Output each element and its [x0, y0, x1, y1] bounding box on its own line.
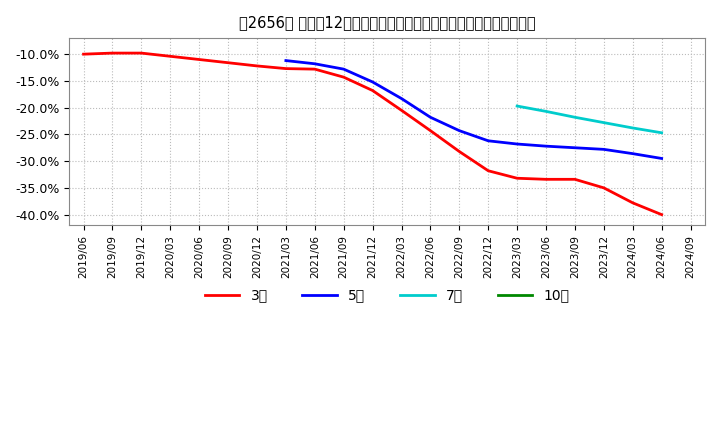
7年 — [657, 130, 666, 136]
5年 — [397, 96, 406, 101]
5年 — [629, 151, 637, 156]
3年 — [137, 51, 145, 56]
5年 — [426, 115, 435, 120]
3年 — [426, 128, 435, 133]
3年 — [79, 51, 88, 57]
3年 — [195, 57, 204, 62]
3年 — [166, 54, 174, 59]
3年 — [657, 212, 666, 217]
3年 — [310, 66, 319, 72]
3年 — [513, 176, 521, 181]
3年 — [484, 168, 492, 173]
5年 — [282, 58, 290, 63]
5年 — [310, 61, 319, 66]
5年 — [368, 79, 377, 84]
5年 — [339, 66, 348, 72]
Title: ［2656］ 売上高12か月移動合計の対前年同期増減率の平均値の推移: ［2656］ 売上高12か月移動合計の対前年同期増減率の平均値の推移 — [239, 15, 536, 30]
Legend: 3年, 5年, 7年, 10年: 3年, 5年, 7年, 10年 — [199, 283, 575, 308]
3年 — [368, 88, 377, 93]
3年 — [253, 63, 261, 69]
3年 — [282, 66, 290, 71]
7年 — [571, 115, 580, 120]
3年 — [397, 108, 406, 113]
3年 — [600, 185, 608, 191]
7年 — [629, 125, 637, 131]
3年 — [455, 149, 464, 154]
3年 — [339, 74, 348, 80]
5年 — [600, 147, 608, 152]
7年 — [541, 109, 550, 114]
5年 — [484, 138, 492, 143]
3年 — [224, 60, 233, 66]
3年 — [108, 51, 117, 56]
3年 — [629, 200, 637, 205]
7年 — [513, 103, 521, 109]
5年 — [513, 141, 521, 147]
5年 — [455, 128, 464, 133]
7年 — [600, 120, 608, 125]
Line: 3年: 3年 — [84, 53, 662, 215]
3年 — [571, 177, 580, 182]
5年 — [571, 145, 580, 150]
5年 — [657, 156, 666, 161]
5年 — [541, 143, 550, 149]
Line: 5年: 5年 — [286, 61, 662, 158]
3年 — [541, 177, 550, 182]
Line: 7年: 7年 — [517, 106, 662, 133]
